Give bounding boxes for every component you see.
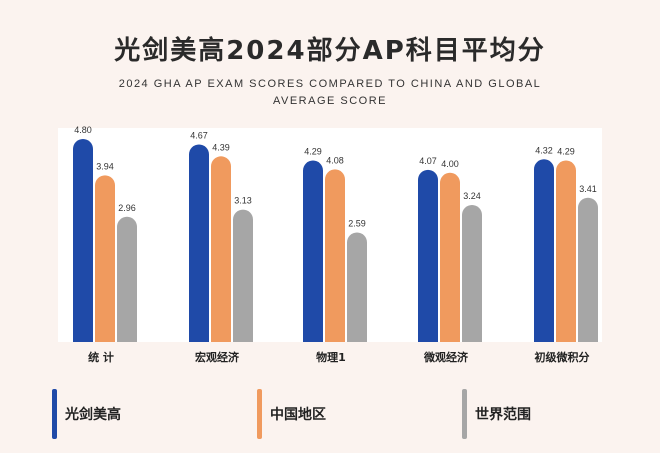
bar-1-0 [189, 144, 209, 342]
category-label-4: 初级微积分 [535, 350, 590, 364]
bar-1-1 [211, 156, 231, 342]
bar-base-2-1 [325, 332, 345, 342]
chart-title: 光剑美高2024部分AP科目平均分 [114, 36, 546, 66]
bar-0-1 [95, 175, 115, 342]
legend-item-1: 中国地区 [257, 386, 326, 442]
legend-label-0: 光剑美高 [65, 407, 121, 423]
bar-chart: 4.80 3.94 2.96 统 计 4.67 4.39 3.13 宏观经济 4.29 4.08 2… [73, 125, 598, 364]
data-label-1-0: 4.67 [190, 130, 208, 140]
category-label-2: 物理1 [316, 350, 346, 364]
bar-4-1 [556, 160, 576, 342]
bar-4-2 [578, 197, 598, 342]
bar-1-2 [233, 209, 253, 342]
legend-label-2: 世界范围 [475, 407, 531, 423]
bar-base-4-2 [578, 332, 598, 342]
bar-base-1-2 [233, 332, 253, 342]
bar-base-4-0 [534, 332, 554, 342]
bar-base-3-0 [418, 332, 438, 342]
legend: 光剑美高 中国地区 世界范围 [52, 386, 612, 442]
bar-base-1-1 [211, 332, 231, 342]
data-label-2-2: 2.59 [348, 218, 366, 228]
data-label-2-0: 4.29 [304, 147, 322, 157]
bar-base-4-1 [556, 332, 576, 342]
legend-label-1: 中国地区 [270, 407, 326, 423]
data-label-4-2: 3.41 [579, 184, 597, 194]
bar-0-0 [73, 138, 93, 342]
legend-swatch-1 [257, 389, 262, 439]
legend-swatch-2 [462, 389, 467, 439]
bar-base-3-1 [440, 332, 460, 342]
data-label-1-1: 4.39 [212, 142, 230, 152]
bar-base-2-2 [347, 332, 367, 342]
data-label-4-1: 4.29 [557, 147, 575, 157]
bar-base-0-0 [73, 332, 93, 342]
bar-2-2 [347, 232, 367, 342]
bar-3-1 [440, 172, 460, 342]
bar-base-1-0 [189, 332, 209, 342]
chart-subtitle: 2024 GHA AP EXAM SCORES COMPARED TO CHIN… [118, 78, 542, 107]
data-label-1-2: 3.13 [234, 196, 252, 206]
bar-3-2 [462, 204, 482, 342]
bar-3-0 [418, 169, 438, 342]
bar-4-0 [534, 159, 554, 342]
bar-2-0 [303, 160, 323, 342]
bar-base-0-2 [117, 332, 137, 342]
bar-base-3-2 [462, 332, 482, 342]
data-label-3-1: 4.00 [441, 159, 459, 169]
data-label-3-0: 4.07 [419, 156, 437, 166]
bar-2-1 [325, 169, 345, 342]
data-label-2-1: 4.08 [326, 155, 344, 165]
legend-item-2: 世界范围 [462, 386, 531, 442]
data-label-0-1: 3.94 [96, 161, 114, 171]
category-label-1: 宏观经济 [195, 350, 240, 364]
bar-base-2-0 [303, 332, 323, 342]
data-label-4-0: 4.32 [535, 145, 553, 155]
legend-item-0: 光剑美高 [52, 386, 121, 442]
data-label-3-2: 3.24 [463, 191, 481, 201]
data-label-0-2: 2.96 [118, 203, 136, 213]
bar-0-2 [117, 216, 137, 342]
category-label-0: 统 计 [88, 350, 114, 364]
category-label-3: 微观经济 [423, 350, 469, 364]
data-label-0-0: 4.80 [74, 125, 92, 135]
legend-swatch-0 [52, 389, 57, 439]
bar-base-0-1 [95, 332, 115, 342]
